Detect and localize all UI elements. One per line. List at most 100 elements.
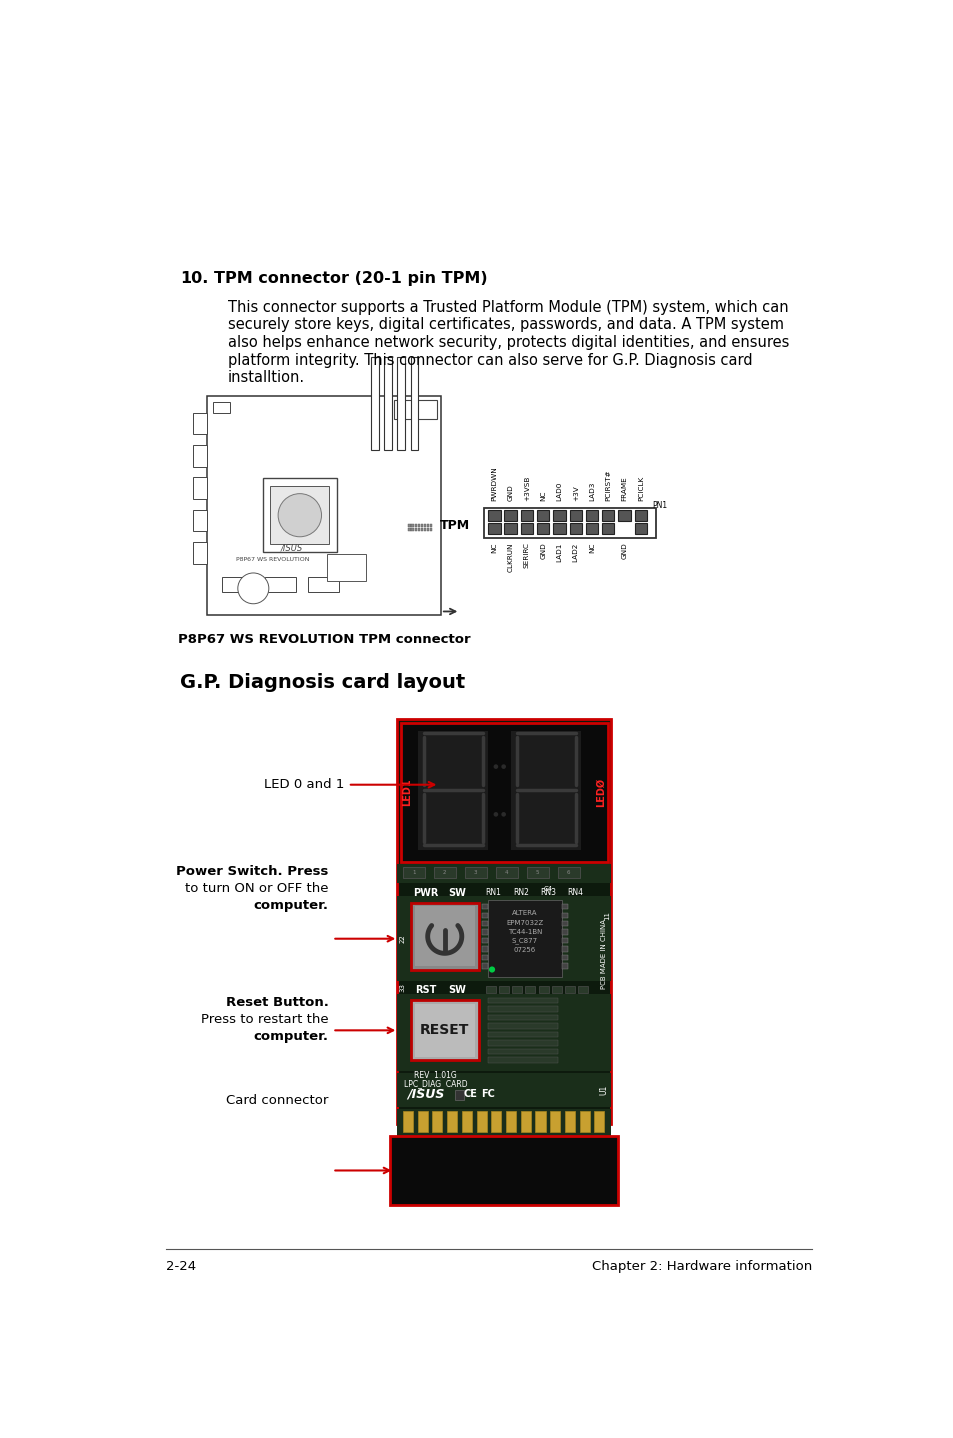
Text: SERIRC: SERIRC: [523, 542, 529, 568]
Bar: [400, 723, 607, 861]
Bar: [578, 985, 587, 994]
Text: 2-24: 2-24: [166, 1260, 195, 1273]
Bar: [411, 523, 414, 526]
Bar: [585, 510, 598, 522]
Text: SW: SW: [448, 985, 466, 995]
Text: /ISUS: /ISUS: [407, 1087, 444, 1100]
Text: RN2: RN2: [512, 889, 528, 897]
Bar: [504, 510, 517, 522]
Bar: [447, 1112, 456, 1132]
Bar: [601, 523, 614, 535]
Bar: [415, 523, 416, 526]
Bar: [520, 523, 533, 535]
Text: LAD1: LAD1: [556, 542, 562, 561]
Text: TPM: TPM: [439, 519, 470, 532]
Bar: [423, 523, 426, 526]
Text: installtion.: installtion.: [228, 371, 305, 385]
Bar: [434, 867, 456, 877]
Text: +3V: +3V: [572, 485, 578, 500]
Text: RN3: RN3: [539, 889, 556, 897]
Text: GND: GND: [507, 483, 513, 500]
Bar: [207, 395, 440, 615]
Bar: [601, 510, 614, 522]
Text: Card connector: Card connector: [226, 1094, 328, 1107]
Bar: [525, 985, 535, 994]
Bar: [537, 985, 548, 994]
Bar: [410, 358, 418, 450]
Text: 4: 4: [504, 870, 508, 874]
Circle shape: [488, 966, 495, 972]
Bar: [408, 528, 410, 532]
Bar: [417, 523, 419, 526]
Text: 1: 1: [412, 870, 416, 874]
Text: securely store keys, digital certificates, passwords, and data. A TPM system: securely store keys, digital certificate…: [228, 318, 783, 332]
Text: 3: 3: [474, 870, 477, 874]
Bar: [402, 1112, 413, 1132]
Bar: [488, 510, 500, 522]
Text: RESET: RESET: [419, 1024, 469, 1037]
Bar: [558, 867, 579, 877]
Bar: [551, 985, 561, 994]
Bar: [481, 913, 488, 917]
Text: to turn ON or OFF the: to turn ON or OFF the: [185, 881, 328, 894]
Bar: [193, 510, 207, 532]
Text: Press to restart the: Press to restart the: [201, 1012, 328, 1025]
Text: GND: GND: [539, 542, 546, 559]
Text: LAD2: LAD2: [572, 542, 578, 561]
Text: REV  1.01G: REV 1.01G: [414, 1071, 456, 1080]
Bar: [390, 1136, 617, 1205]
Bar: [561, 929, 567, 935]
Bar: [553, 510, 565, 522]
Bar: [415, 1004, 475, 1057]
Bar: [430, 528, 432, 532]
Text: FC: FC: [480, 1089, 495, 1099]
Bar: [512, 985, 521, 994]
Bar: [400, 723, 607, 861]
Bar: [464, 867, 486, 877]
Bar: [488, 1015, 558, 1021]
Bar: [537, 510, 549, 522]
Text: G.P. Diagnosis card layout: G.P. Diagnosis card layout: [179, 673, 464, 692]
Bar: [488, 998, 558, 1004]
Bar: [481, 955, 488, 961]
Text: GND: GND: [621, 542, 627, 559]
Text: PCB MADE IN CHINA: PCB MADE IN CHINA: [600, 919, 606, 989]
Text: EPM7032Z: EPM7032Z: [506, 919, 543, 926]
Bar: [564, 1112, 575, 1132]
Bar: [410, 903, 478, 971]
Bar: [396, 719, 611, 1123]
Bar: [265, 577, 295, 592]
Text: CE: CE: [463, 1089, 476, 1099]
Bar: [561, 913, 567, 917]
Text: NC: NC: [491, 542, 497, 552]
Text: U1: U1: [598, 1084, 607, 1096]
Bar: [397, 358, 405, 450]
Bar: [537, 523, 549, 535]
Text: platform integrity. This connector can also serve for G.P. Diagnosis card: platform integrity. This connector can a…: [228, 352, 752, 368]
Circle shape: [493, 765, 497, 769]
Bar: [396, 896, 611, 981]
Text: PCICLK: PCICLK: [638, 476, 643, 500]
Bar: [396, 719, 611, 1123]
Bar: [634, 523, 646, 535]
Text: P8P67 WS REVOLUTION TPM connector: P8P67 WS REVOLUTION TPM connector: [177, 633, 470, 646]
Text: also helps enhance network security, protects digital identities, and ensures: also helps enhance network security, pro…: [228, 335, 788, 349]
Text: CLKRUN: CLKRUN: [507, 542, 513, 572]
Text: PCIRST#: PCIRST#: [604, 469, 611, 500]
Bar: [561, 955, 567, 961]
Text: 11: 11: [603, 912, 609, 920]
Bar: [417, 1112, 427, 1132]
Bar: [618, 510, 630, 522]
Text: 33: 33: [399, 984, 405, 992]
Text: RN4: RN4: [566, 889, 582, 897]
Bar: [193, 446, 207, 467]
Text: 5: 5: [536, 870, 539, 874]
Text: +3VSB: +3VSB: [523, 475, 529, 500]
Bar: [411, 528, 414, 532]
Text: LEDØ: LEDØ: [595, 778, 605, 807]
Bar: [561, 905, 567, 909]
Bar: [193, 477, 207, 499]
Text: NC: NC: [588, 542, 595, 552]
Bar: [408, 523, 410, 526]
Bar: [327, 554, 365, 581]
